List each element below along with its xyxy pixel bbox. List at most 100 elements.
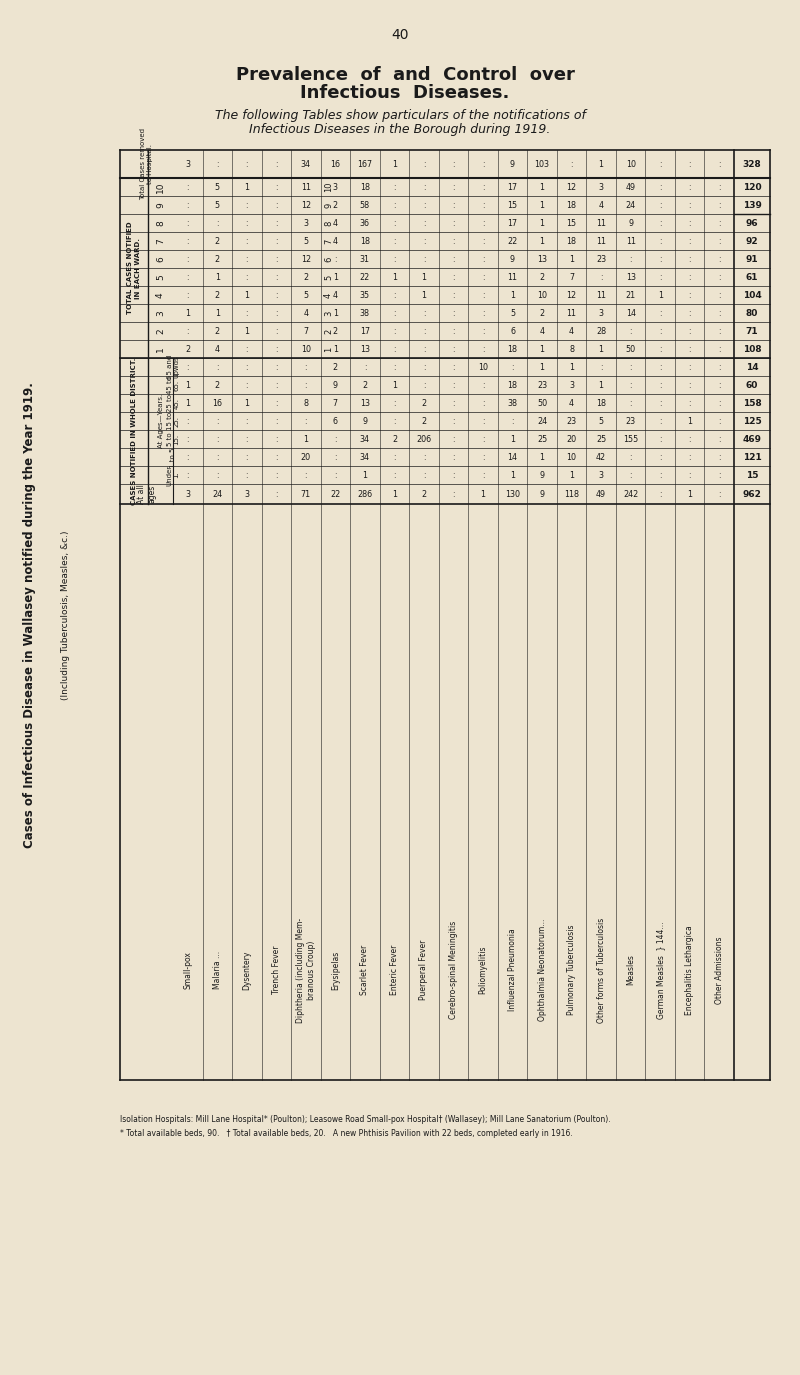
Text: 962: 962 [742,490,762,499]
Text: 49: 49 [626,183,636,191]
Text: :: : [689,326,691,336]
Text: 5: 5 [214,183,220,191]
Text: :: : [718,326,721,336]
Text: 1: 1 [186,399,190,407]
Text: 158: 158 [742,399,762,407]
Text: 9: 9 [324,202,333,208]
Text: 18: 18 [507,381,518,389]
Text: :: : [570,160,573,169]
Text: 4: 4 [333,236,338,246]
Text: German Measles  } 144...: German Measles } 144... [656,921,665,1019]
Text: 25: 25 [596,434,606,444]
Text: :: : [216,452,218,462]
Text: :: : [689,363,691,371]
Text: :: : [186,452,189,462]
Text: :: : [689,290,691,300]
Text: :: : [393,236,396,246]
Text: :: : [452,201,454,209]
Text: :: : [216,434,218,444]
Text: Isolation Hospitals: Mill Lane Hospital* (Poulton); Leasowe Road Small-pox Hospi: Isolation Hospitals: Mill Lane Hospital*… [120,1115,610,1125]
Text: 2: 2 [303,272,309,282]
Text: 125: 125 [742,417,762,425]
Text: :: : [482,326,484,336]
Text: 2: 2 [214,254,220,264]
Text: 9: 9 [156,202,165,208]
Text: * Total available beds, 90.   † Total available beds, 20.   A new Phthisis Pavil: * Total available beds, 90. † Total avai… [120,1129,573,1138]
Text: :: : [186,254,189,264]
Text: 1: 1 [481,490,486,499]
Text: :: : [659,363,662,371]
Text: 2: 2 [186,345,190,353]
Text: Under
1.: Under 1. [166,465,179,485]
Text: 2: 2 [422,399,426,407]
Text: Other Admissions: Other Admissions [714,936,724,1004]
Text: :: : [718,290,721,300]
Text: 3: 3 [186,490,190,499]
Text: 1: 1 [539,219,545,227]
Text: :: : [659,236,662,246]
Text: :: : [422,308,426,318]
Text: :: : [246,308,248,318]
Text: :: : [186,201,189,209]
Text: :: : [275,272,278,282]
Text: :: : [659,434,662,444]
Text: :: : [275,326,278,336]
Text: :: : [334,452,337,462]
Text: 11: 11 [596,236,606,246]
Text: 9: 9 [539,470,545,480]
Text: 1: 1 [569,363,574,371]
Text: 11: 11 [596,219,606,227]
Text: :: : [689,434,691,444]
Text: :: : [452,452,454,462]
Text: 7: 7 [333,399,338,407]
Text: 17: 17 [507,183,518,191]
Text: :: : [422,236,426,246]
Text: :: : [246,452,248,462]
Text: :: : [482,183,484,191]
Text: :: : [246,381,248,389]
Text: 1: 1 [392,490,397,499]
Text: :: : [482,345,484,353]
Text: 1: 1 [510,434,515,444]
Text: :: : [275,290,278,300]
Text: 18: 18 [566,201,577,209]
Text: 1: 1 [333,308,338,318]
Text: At Ages—Years.: At Ages—Years. [158,393,163,448]
Text: 14: 14 [746,363,758,371]
Text: :: : [482,308,484,318]
Text: :: : [659,160,662,169]
Text: 1: 1 [303,434,308,444]
Text: 120: 120 [742,183,762,191]
Text: :: : [482,290,484,300]
Text: :: : [393,219,396,227]
Text: :: : [452,434,454,444]
Text: 2: 2 [214,236,220,246]
Text: :: : [275,201,278,209]
Text: At all
ages: At all ages [137,484,156,505]
Text: 50: 50 [626,345,636,353]
Text: 1: 1 [598,345,604,353]
Text: 10: 10 [324,182,333,192]
Text: 469: 469 [742,434,762,444]
Text: :: : [275,470,278,480]
Text: 25 to
45.: 25 to 45. [166,395,179,412]
Text: :: : [452,399,454,407]
Text: :: : [689,201,691,209]
Text: 23: 23 [566,417,577,425]
Text: 24: 24 [537,417,547,425]
Text: :: : [334,254,337,264]
Text: 11: 11 [566,308,577,318]
Text: 1: 1 [569,254,574,264]
Text: :: : [689,381,691,389]
Text: :: : [246,219,248,227]
Text: 3: 3 [333,183,338,191]
Text: :: : [718,434,721,444]
Text: 1: 1 [392,272,397,282]
Text: TOTAL CASES NOTIFIED
IN EACH WARD.: TOTAL CASES NOTIFIED IN EACH WARD. [127,221,141,315]
Text: 11: 11 [301,183,311,191]
Text: :: : [452,254,454,264]
Text: :: : [659,272,662,282]
Text: 1: 1 [539,236,545,246]
Text: :: : [305,470,307,480]
Text: 10: 10 [156,182,165,192]
